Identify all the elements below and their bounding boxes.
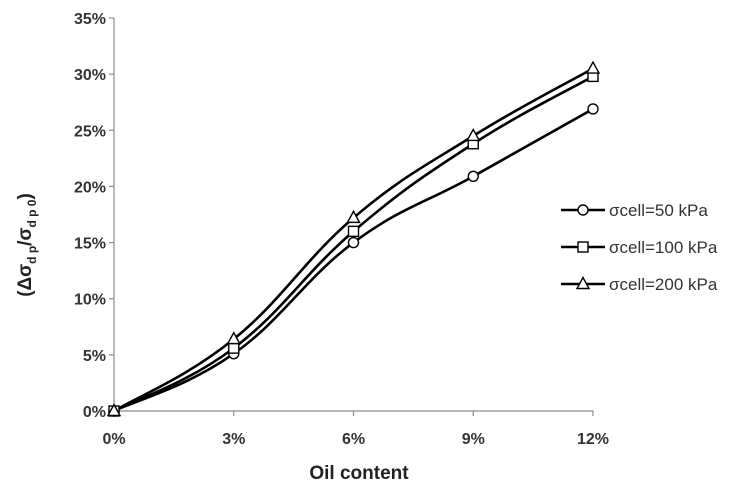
legend-label: σcell=50 kPa (609, 201, 708, 220)
legend-label: σcell=200 kPa (609, 275, 718, 294)
legend-triangle-marker (575, 276, 591, 290)
y-axis-title: (Δσd p/σd p 0) (15, 193, 39, 297)
data-point-circle-marker (347, 236, 360, 249)
data-point-triangle-marker (226, 331, 241, 345)
y-tick-label: 0% (83, 404, 106, 421)
x-tick-label: 6% (342, 431, 365, 448)
legend-square-marker (577, 241, 589, 253)
y-axis-title-sub1: d p (25, 246, 39, 264)
data-point-triangle-marker (585, 60, 601, 74)
data-point-square-marker (228, 342, 240, 354)
data-point-circle-marker (467, 170, 479, 183)
series-markers (106, 60, 601, 417)
data-point-triangle-marker (466, 127, 481, 142)
x-tick-label: 12% (577, 431, 609, 448)
plot-area: 0% 5% 10% 15% 20% 25% 30% 35% 0% 3% 6% 9% 12% (74, 11, 609, 448)
legend-label: σcell=100 kPa (609, 238, 718, 257)
x-tick-label: 3% (222, 431, 245, 448)
data-point-triangle-marker (346, 209, 361, 224)
series-line-circle (113, 107, 594, 413)
y-tick-label: 5% (83, 348, 106, 365)
y-tick-label: 15% (74, 236, 106, 253)
y-axis-title-suffix: ) (15, 193, 36, 199)
x-tick-label: 0% (102, 431, 125, 448)
y-axis-title-mid: /σ (15, 228, 36, 246)
y-axis-title-prefix: (Δσ (15, 264, 36, 297)
y-tick-label: 20% (74, 179, 106, 196)
data-point-triangle-marker (106, 403, 122, 417)
data-point-circle-marker (587, 103, 599, 115)
legend-circle-marker (577, 204, 589, 216)
x-tick-label: 9% (462, 431, 485, 448)
y-tick-label: 25% (74, 123, 106, 140)
x-axis-title: Oil content (309, 463, 409, 484)
y-tick-label: 10% (74, 292, 106, 309)
y-axis-title-sub2: d p 0 (25, 199, 39, 227)
legend: σcell=50 kPa σcell=100 kPa σcell=200 kPa (561, 201, 718, 294)
data-point-square-marker (347, 225, 360, 238)
y-tick-label: 35% (74, 11, 106, 28)
y-axis-ticks: 0% 5% 10% 15% 20% 25% 30% 35% (74, 11, 114, 421)
x-axis-ticks: 0% 3% 6% 9% 12% (102, 411, 609, 448)
y-tick-label: 30% (74, 67, 106, 84)
